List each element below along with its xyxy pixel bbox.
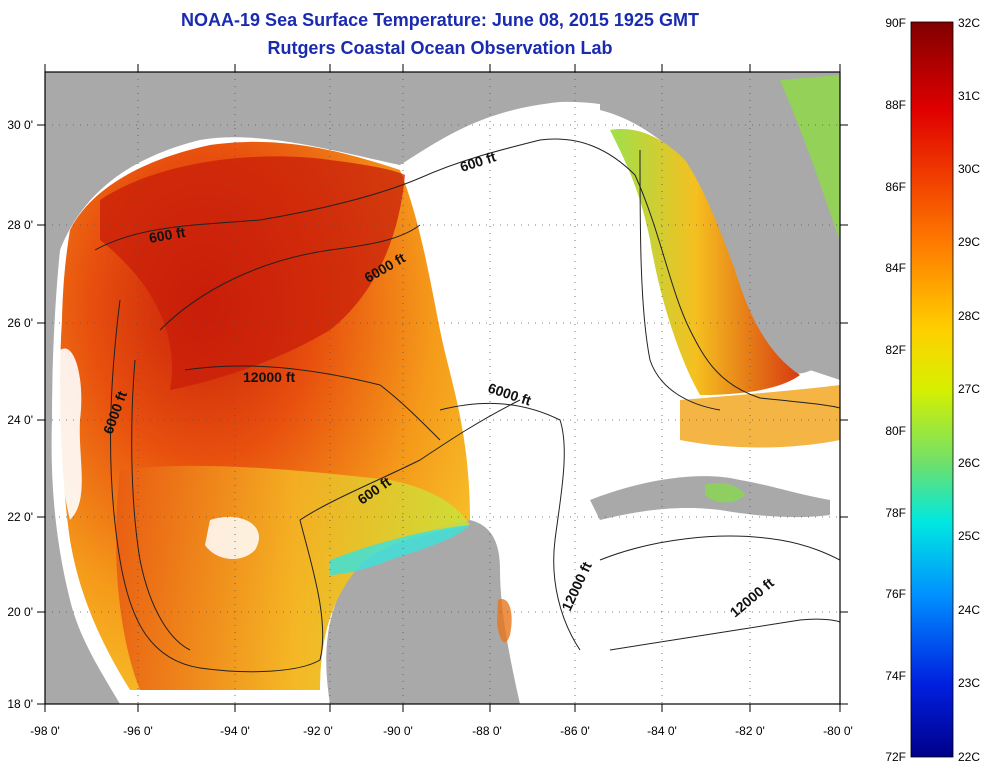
- lon-label: -90 0': [383, 724, 413, 738]
- sst-florida-south: [680, 385, 840, 448]
- sst-yucatan-coast: [497, 599, 512, 643]
- cloud-patch: [58, 348, 82, 520]
- lat-label: 22 0': [7, 510, 33, 524]
- map-title: NOAA-19 Sea Surface Temperature: June 08…: [181, 10, 699, 30]
- lon-label: -98 0': [30, 724, 60, 738]
- sst-cuba-coast: [705, 483, 745, 503]
- contour-600ft: [94, 138, 840, 409]
- contour-6000ft-west: [131, 359, 191, 651]
- lat-label: 30 0': [7, 118, 33, 132]
- lat-label: 26 0': [7, 316, 33, 330]
- contour-florida-shelf: [639, 149, 721, 411]
- contour-600ft-south: [110, 299, 521, 673]
- depth-contours: [94, 138, 840, 673]
- map-frame: [44, 71, 841, 705]
- lon-label: -88 0': [472, 724, 502, 738]
- lat-label: 28 0': [7, 218, 33, 232]
- lon-label: -92 0': [303, 724, 333, 738]
- cloud-patch: [205, 516, 259, 560]
- lon-label: -80 0': [823, 724, 853, 738]
- lat-label: 24 0': [7, 413, 33, 427]
- contour-caribbean: [599, 535, 840, 561]
- lon-label: -96 0': [123, 724, 153, 738]
- depth-label: 600 ft: [148, 224, 187, 246]
- contour-12000ft: [184, 365, 441, 441]
- lat-label: 20 0': [7, 605, 33, 619]
- sst-southern-gulf: [116, 465, 470, 690]
- contour-6000ft-east: [439, 402, 581, 651]
- axis-ticks: [37, 64, 848, 712]
- lat-label: 18 0': [7, 697, 33, 711]
- lon-label: -82 0': [735, 724, 765, 738]
- sst-cool-plume: [330, 525, 470, 575]
- map-subtitle: Rutgers Coastal Ocean Observation Lab: [267, 38, 613, 58]
- contour-caribbean-2: [609, 618, 840, 651]
- graticule: [45, 72, 840, 704]
- sst-atlantic-strip: [780, 75, 840, 240]
- lon-label: -84 0': [647, 724, 677, 738]
- depth-label: 12000 ft: [243, 369, 295, 385]
- sst-florida-shelf: [610, 129, 800, 395]
- lon-label: -94 0': [220, 724, 250, 738]
- lon-label: -86 0': [560, 724, 590, 738]
- sst-hot-band: [100, 156, 405, 390]
- florida-land: [600, 75, 840, 374]
- contour-6000ft: [159, 224, 421, 331]
